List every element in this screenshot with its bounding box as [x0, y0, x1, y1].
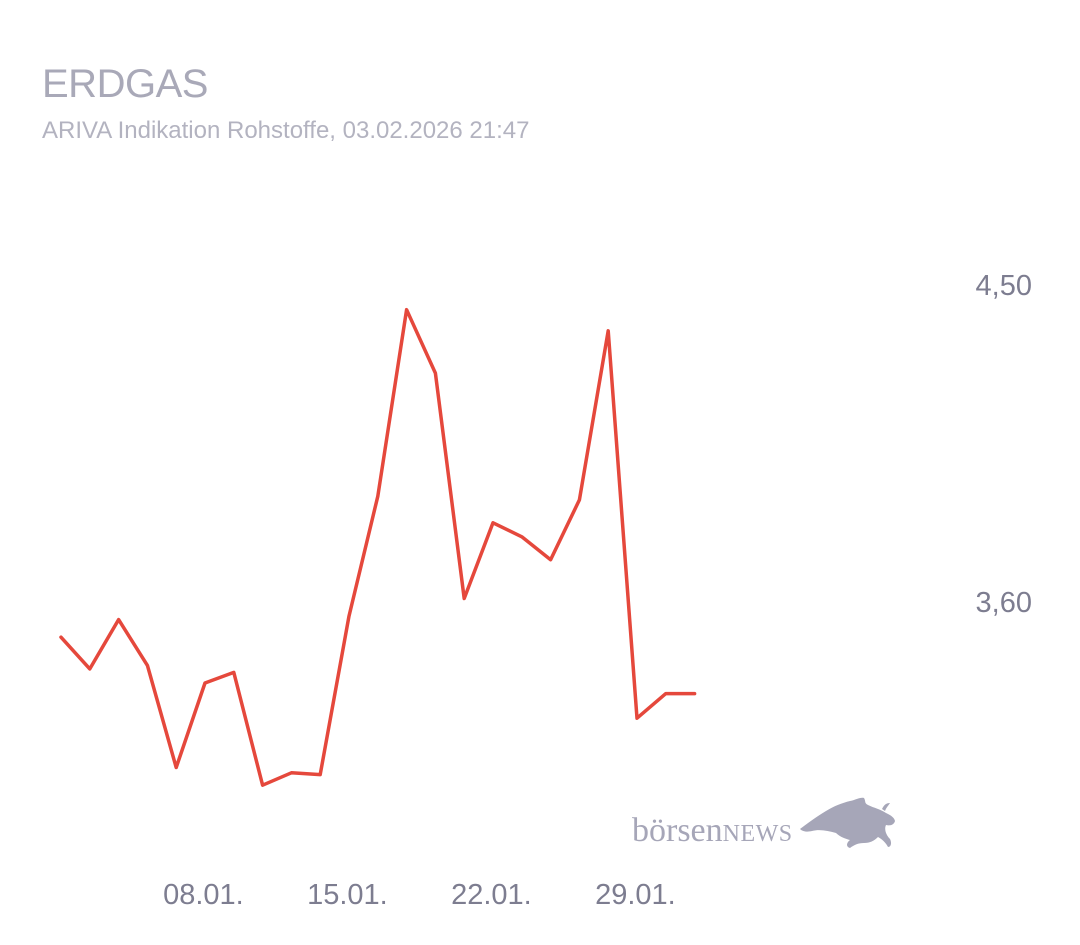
logo-text-upper: NEWS [722, 821, 793, 847]
series-line [59, 307, 697, 787]
x-tick-label: 29.01. [595, 879, 676, 911]
x-tick-label: 22.01. [451, 879, 532, 911]
bull-icon [800, 797, 895, 848]
y-tick-label: 3,60 [976, 587, 1032, 619]
chart-subtitle: ARIVA Indikation Rohstoffe, 03.02.2026 2… [42, 117, 530, 144]
y-tick-label: 4,50 [976, 270, 1032, 302]
y-axis: 3,60 4,50 [976, 270, 1032, 619]
x-tick-label: 08.01. [163, 879, 244, 911]
chart-title: ERDGAS [42, 62, 208, 106]
boersennews-logo: börsenNEWS [632, 812, 793, 850]
series-layer [59, 307, 697, 787]
logo-text-lower: börsen [632, 812, 723, 849]
x-tick-label: 15.01. [307, 879, 388, 911]
x-axis: 08.01. 15.01. 22.01. 29.01. [163, 879, 676, 911]
